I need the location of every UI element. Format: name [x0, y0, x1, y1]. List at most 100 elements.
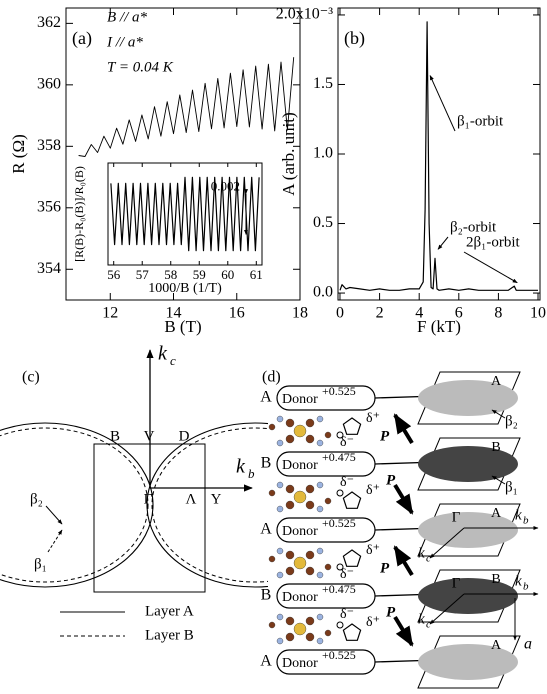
- data-line: [110, 176, 260, 252]
- axis-label: k: [418, 545, 425, 561]
- atom: [293, 556, 307, 570]
- y-axis-label: [R(B)-R₀(B)]/R₀(B): [72, 166, 86, 262]
- layer-label: A: [260, 521, 272, 538]
- y-tick-label: 2.0x10⁻³: [276, 6, 333, 23]
- fermi-surface: [418, 644, 518, 680]
- orbit-label: β₂: [505, 413, 518, 429]
- atom: [285, 616, 295, 626]
- fermi-surface: [418, 380, 518, 416]
- surface-label: A: [491, 638, 502, 653]
- y-tick-label: 356: [37, 198, 61, 215]
- plot-frame: [65, 7, 301, 301]
- atom: [276, 547, 284, 555]
- annotation-arrow: [429, 75, 456, 132]
- y-tick-label: 1.5: [313, 75, 333, 92]
- dipole-plus: δ⁺: [366, 411, 380, 426]
- x-tick-label: 14: [166, 304, 182, 321]
- fermi-surface: [418, 578, 518, 614]
- axis-label: k: [158, 343, 168, 365]
- polarization-arrow: [393, 413, 414, 445]
- axis-subscript: c: [170, 353, 176, 368]
- atom: [268, 555, 276, 563]
- arrow: [491, 475, 506, 485]
- fermi-surface: [418, 512, 518, 548]
- atom: [305, 632, 315, 642]
- orbit-label: β₁: [34, 556, 47, 572]
- atom: [316, 505, 324, 513]
- oxygen: [336, 621, 344, 629]
- atom: [285, 566, 295, 576]
- fermi-surfaces: [0, 422, 268, 588]
- orbit-label: β₂: [30, 491, 43, 507]
- axis-subscript: b: [248, 466, 255, 481]
- panel-label: (a): [72, 28, 92, 49]
- layer-label: B: [261, 587, 272, 604]
- atom: [305, 616, 315, 626]
- axis-label: k: [515, 507, 522, 523]
- atom: [293, 424, 307, 438]
- axis-subscript: b: [523, 515, 529, 527]
- donor-label: Donor: [282, 392, 318, 407]
- ring: [342, 549, 362, 567]
- center-label: Γ: [452, 575, 461, 591]
- donor-charge: +0.475: [322, 582, 356, 596]
- y-tick-label: 0.0: [313, 284, 333, 301]
- arrow: [491, 409, 506, 419]
- atom: [285, 418, 295, 428]
- x-tick-label: 8: [494, 304, 502, 321]
- atom: [316, 415, 324, 423]
- oxygen: [336, 489, 344, 497]
- polarization-label: P: [380, 428, 390, 444]
- point-label: B: [110, 428, 120, 444]
- annotation: T = 0.04 K: [107, 59, 174, 75]
- point-label: V: [144, 428, 155, 444]
- axis-subscript: c: [426, 619, 431, 631]
- polarization-arrow: [393, 545, 414, 577]
- donor-label: Donor: [282, 524, 318, 539]
- x-tick-label: 0: [336, 304, 344, 321]
- ring: [342, 491, 362, 509]
- layer-label: A: [260, 389, 272, 406]
- atom: [305, 434, 315, 444]
- atom: [316, 613, 324, 621]
- x-tick-label: 12: [102, 304, 118, 321]
- donor-label: Donor: [282, 458, 318, 473]
- y-axis-label: R (Ω): [9, 134, 28, 174]
- surface-label: A: [491, 506, 502, 521]
- polarization-arrow: [393, 615, 414, 647]
- dipole-minus: δ⁻: [340, 607, 354, 622]
- donor-charge: +0.525: [322, 648, 356, 662]
- atom: [276, 481, 284, 489]
- y-tick-label: 358: [37, 137, 61, 154]
- fermi-surface: [418, 446, 518, 482]
- polarization-label: P: [386, 604, 396, 620]
- ring: [342, 623, 362, 641]
- dipole-plus: δ⁺: [366, 483, 380, 498]
- axis-subscript: b: [523, 581, 529, 593]
- scale-bar-label: 0.002: [211, 179, 240, 194]
- x-tick-label: 61: [250, 267, 263, 282]
- data-line: [339, 21, 538, 291]
- atom: [316, 547, 324, 555]
- atom: [324, 563, 332, 571]
- annotation: B // a*: [107, 9, 147, 25]
- y-tick-label: 1.0: [313, 145, 333, 162]
- panel-label: (b): [344, 28, 365, 49]
- point-label: D: [179, 428, 190, 444]
- x-tick-label: 18: [292, 304, 308, 321]
- polarization-arrow: [393, 483, 414, 515]
- y-axis-label: A (arb. unit): [279, 112, 298, 196]
- atom: [276, 505, 284, 513]
- panel-label: (c): [22, 369, 40, 386]
- atom: [305, 500, 315, 510]
- oxygen: [336, 431, 344, 439]
- point-label: Γ: [144, 491, 153, 507]
- annotation: β₂-orbit: [450, 219, 497, 235]
- atom: [316, 481, 324, 489]
- axis-label: a: [524, 636, 532, 653]
- atom: [276, 439, 284, 447]
- x-tick-label: 59: [193, 267, 206, 282]
- x-tick-label: 4: [415, 304, 423, 321]
- axis-label: k: [418, 611, 425, 627]
